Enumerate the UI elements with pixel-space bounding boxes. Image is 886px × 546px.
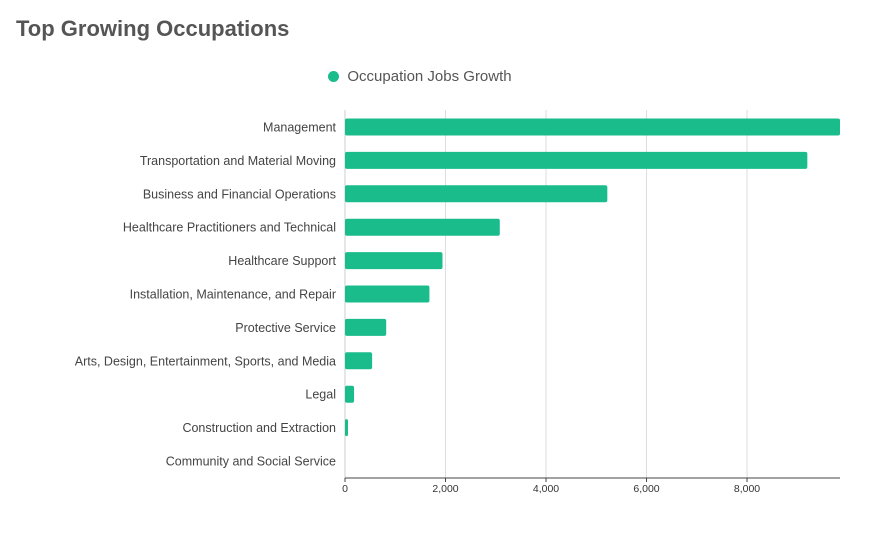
category-label: Legal: [305, 388, 336, 402]
category-label: Community and Social Service: [166, 455, 336, 469]
x-tick-label: 0: [342, 483, 348, 495]
bar: [345, 285, 430, 303]
bar: [345, 252, 443, 270]
x-tick-label: 8,000: [734, 483, 760, 495]
category-label: Arts, Design, Entertainment, Sports, and…: [75, 354, 336, 368]
category-label: Management: [263, 121, 336, 135]
x-tick-label: 2,000: [432, 483, 458, 495]
bar: [345, 385, 355, 403]
category-label: Healthcare Practitioners and Technical: [123, 221, 336, 235]
category-label: Construction and Extraction: [182, 421, 336, 435]
bar: [345, 218, 500, 236]
category-label: Business and Financial Operations: [143, 187, 336, 201]
x-tick-label: 4,000: [533, 483, 559, 495]
bar: [345, 185, 608, 203]
bar: [345, 151, 808, 169]
bar: [345, 352, 373, 370]
category-label: Installation, Maintenance, and Repair: [130, 288, 336, 302]
legend-label: Occupation Jobs Growth: [347, 68, 512, 85]
legend: Occupation Jobs Growth: [0, 68, 840, 85]
bar: [345, 419, 348, 437]
legend-item[interactable]: Occupation Jobs Growth: [328, 68, 512, 85]
chart-title: Top Growing Occupations: [16, 16, 290, 41]
x-tick-label: 6,000: [633, 483, 659, 495]
category-label: Transportation and Material Moving: [140, 154, 336, 168]
legend-swatch: [328, 71, 340, 82]
bar: [345, 318, 387, 336]
category-label: Healthcare Support: [228, 254, 336, 268]
category-label: Protective Service: [235, 321, 336, 335]
bar: [345, 118, 840, 136]
